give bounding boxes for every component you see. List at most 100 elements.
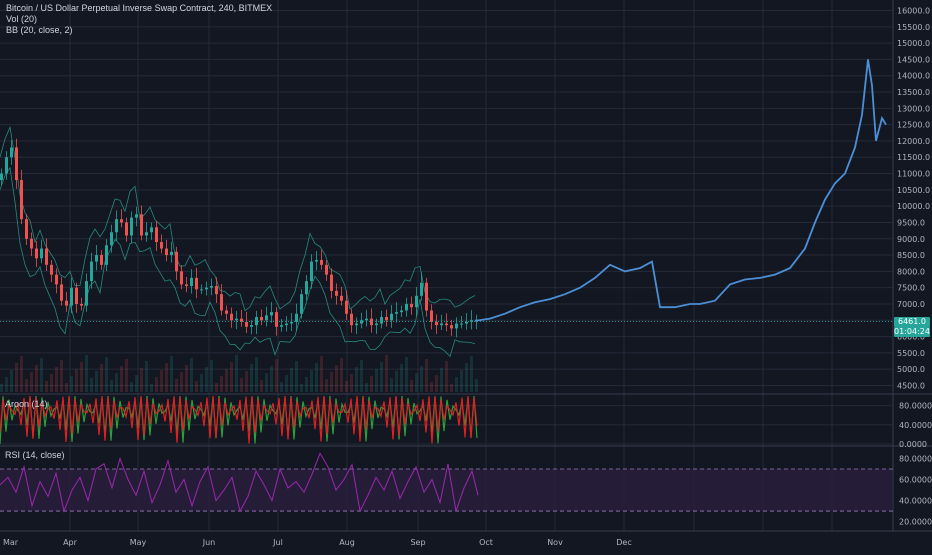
price-tick-label: 10500.0 — [897, 186, 930, 195]
volume-bar — [280, 382, 283, 392]
volume-bar — [235, 355, 238, 392]
time-tick-label: Sep — [410, 538, 425, 547]
volume-bar — [140, 368, 143, 392]
volume-bar — [0, 384, 3, 392]
volume-bar — [340, 358, 343, 392]
candle-body — [30, 238, 33, 249]
candle-body — [80, 303, 83, 306]
volume-bar — [130, 382, 133, 392]
price-tick-label: 9500.0 — [897, 218, 925, 227]
volume-bar — [220, 376, 223, 392]
candle-body — [315, 259, 318, 262]
candle-body — [265, 315, 268, 321]
last-price-tag: 6461.0 — [894, 316, 930, 327]
candle-body — [360, 320, 363, 324]
volume-bar — [240, 378, 243, 392]
volume-bar — [170, 356, 173, 392]
candle-body — [330, 274, 333, 291]
candle-body — [145, 232, 148, 236]
price-tick-label: 4500.0 — [897, 381, 925, 390]
volume-bar — [465, 363, 468, 392]
volume-bar — [270, 366, 273, 392]
volume-bar — [315, 363, 318, 392]
rsi-legend: RSI (14, close) — [5, 450, 65, 460]
volume-bar — [380, 362, 383, 392]
volume-bar — [285, 375, 288, 392]
time-tick-label: Oct — [479, 538, 493, 547]
volume-bar — [160, 370, 163, 392]
price-tick-label: 13000.0 — [897, 104, 930, 113]
volume-bar — [40, 358, 43, 392]
price-tick-label: 5500.0 — [897, 349, 925, 358]
aroon-down-line — [0, 395, 478, 444]
price-tick-label: 14000.0 — [897, 72, 930, 81]
volume-bar — [425, 359, 428, 392]
rsi-tick-label: 80.0000 — [899, 455, 932, 464]
price-tick-label: 7500.0 — [897, 284, 925, 293]
volume-bar — [435, 375, 438, 392]
aroon-legend: Aroon (14) — [5, 399, 48, 409]
volume-bar — [370, 376, 373, 392]
candle-body — [175, 251, 178, 272]
volume-bar — [345, 381, 348, 392]
candle-body — [165, 248, 168, 256]
volume-bar — [300, 384, 303, 392]
volume-bar — [460, 370, 463, 392]
rsi-line — [0, 452, 479, 513]
volume-bar — [445, 361, 448, 392]
volume-bar — [105, 357, 108, 392]
candle-body — [270, 312, 273, 316]
price-panel — [0, 59, 893, 392]
rsi-tick-label: 40.0000 — [899, 497, 932, 506]
candle-body — [280, 325, 283, 327]
volume-bar — [230, 362, 233, 392]
volume-bar — [250, 364, 253, 392]
candle-body — [465, 321, 468, 324]
candle-body — [430, 310, 433, 322]
volume-bar — [455, 377, 458, 392]
volume-bar — [320, 356, 323, 392]
volume-bar — [185, 365, 188, 392]
candle-body — [450, 325, 453, 329]
volume-bar — [190, 358, 193, 392]
time-tick-label: Aug — [339, 538, 355, 547]
candle-body — [275, 312, 278, 327]
volume-bar — [150, 384, 153, 392]
projection-line — [474, 59, 887, 322]
volume-bar — [195, 381, 198, 392]
candle-body — [425, 282, 428, 311]
volume-bar — [335, 365, 338, 392]
volume-bar — [65, 383, 68, 392]
volume-bar — [385, 355, 388, 392]
volume-bar — [200, 374, 203, 392]
volume-bar — [30, 372, 33, 392]
candle-body — [410, 303, 413, 308]
candle-body — [345, 300, 348, 314]
candle-body — [40, 248, 43, 259]
candle-body — [415, 295, 418, 308]
aroon-tick-label: 80.0000 — [899, 402, 932, 411]
volume-bar — [155, 377, 158, 392]
candle-body — [150, 227, 153, 233]
volume-bar — [85, 355, 88, 392]
volume-bar — [55, 367, 58, 392]
price-tick-label: 7000.0 — [897, 300, 925, 309]
candle-body — [250, 325, 253, 327]
candle-body — [320, 259, 323, 265]
candle-body — [445, 323, 448, 326]
volume-bar — [95, 371, 98, 392]
price-tick-label: 15000.0 — [897, 39, 930, 48]
volume-bar — [205, 367, 208, 392]
candle-body — [45, 248, 48, 265]
time-tick-label: Nov — [547, 538, 563, 547]
candle-body — [85, 281, 88, 306]
candle-body — [260, 317, 263, 321]
time-tick-label: May — [130, 538, 147, 547]
candle-body — [215, 286, 218, 295]
price-tick-label: 14500.0 — [897, 55, 930, 64]
volume-bar — [395, 371, 398, 392]
volume-bar — [115, 373, 118, 392]
volume-bar — [365, 383, 368, 392]
